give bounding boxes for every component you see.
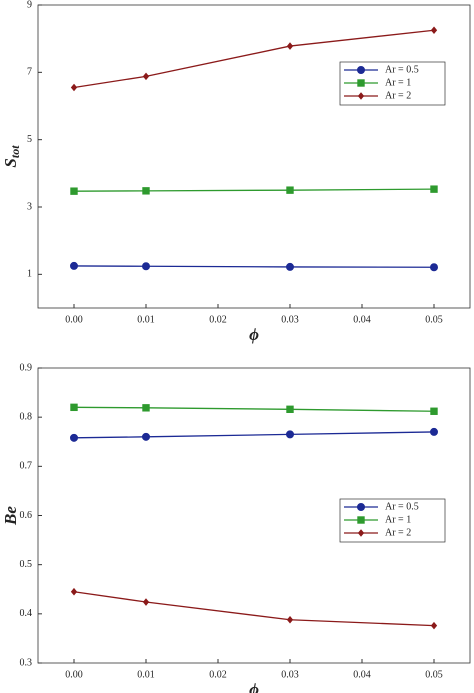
- legend-label: Ar = 1: [385, 77, 411, 88]
- legend-marker: [357, 503, 365, 511]
- marker: [286, 262, 294, 271]
- marker: [286, 615, 294, 624]
- y-tick-label: 7: [27, 67, 32, 78]
- x-axis-label: ϕ: [249, 325, 259, 344]
- x-tick-label: 0.05: [425, 669, 443, 680]
- legend-marker: [357, 529, 365, 537]
- y-axis-label: Be: [1, 506, 20, 526]
- x-tick-label: 0.04: [353, 669, 371, 680]
- marker: [70, 261, 78, 270]
- legend-marker: [357, 516, 365, 524]
- marker: [142, 262, 150, 271]
- y-axis-label-main: S: [1, 158, 20, 167]
- y-axis-label-subscript: tot: [8, 145, 22, 158]
- legend-label: Ar = 2: [385, 527, 411, 538]
- x-tick-label: 0.03: [281, 314, 299, 325]
- legend-label: Ar = 0.5: [385, 501, 419, 512]
- marker: [286, 186, 294, 194]
- y-axis-label: Stot: [1, 145, 22, 168]
- y-tick-label: 0.3: [20, 657, 33, 668]
- x-tick-label: 0.01: [137, 314, 155, 325]
- x-axis-label: ϕ: [249, 680, 259, 693]
- marker: [430, 621, 438, 630]
- marker: [430, 427, 438, 436]
- marker: [142, 404, 150, 412]
- y-tick-label: 0.9: [20, 362, 33, 373]
- x-tick-label: 0.05: [425, 314, 443, 325]
- marker: [70, 187, 78, 195]
- marker: [142, 432, 150, 441]
- marker: [430, 263, 438, 272]
- legend-label: Ar = 2: [385, 90, 411, 101]
- series-line: [73, 29, 435, 89]
- y-axis-label-main: Be: [1, 506, 20, 526]
- marker: [286, 430, 294, 439]
- series-line: [73, 431, 435, 439]
- x-tick-label: 0.04: [353, 314, 371, 325]
- marker: [142, 72, 150, 81]
- y-tick-label: 5: [27, 134, 32, 145]
- x-tick-label: 0.03: [281, 669, 299, 680]
- legend-marker: [357, 79, 365, 87]
- marker: [70, 403, 78, 412]
- x-tick-label: 0.01: [137, 669, 155, 680]
- x-tick-label: 0.02: [209, 669, 227, 680]
- y-tick-label: 0.6: [20, 510, 33, 521]
- legend-label: Ar = 0.5: [385, 64, 419, 75]
- y-tick-label: 9: [27, 0, 32, 10]
- chart: 1 3 5 7 9 0.00 0.01 0.02 0.03 0.04 0.05 ϕ Stot Ar = 0…: [1, 0, 471, 344]
- x-tick-label: 0.00: [65, 314, 83, 325]
- chart: 0.3 0.4 0.5 0.6 0.7 0.8 0.9 0.00 0.01 0.02 0.03 0.0…: [1, 362, 471, 693]
- marker: [286, 42, 294, 50]
- y-tick-label: 0.7: [20, 461, 33, 472]
- marker: [70, 433, 78, 442]
- marker: [142, 598, 150, 606]
- marker: [70, 83, 78, 92]
- y-tick-label: 1: [27, 269, 32, 280]
- series-line: [73, 406, 435, 412]
- marker: [286, 405, 294, 414]
- marker: [70, 587, 78, 596]
- marker: [430, 185, 438, 193]
- marker: [142, 187, 150, 195]
- y-tick-label: 0.4: [20, 608, 33, 619]
- y-tick-label: 3: [27, 201, 32, 212]
- marker: [430, 407, 438, 415]
- legend-marker: [357, 66, 365, 74]
- y-tick-label: 0.8: [20, 411, 33, 422]
- legend-marker: [357, 92, 365, 100]
- series-line: [73, 188, 435, 192]
- marker: [430, 26, 438, 35]
- x-tick-label: 0.02: [209, 314, 227, 325]
- series-line: [73, 591, 435, 627]
- plot-frame: [37, 4, 471, 309]
- y-tick-label: 0.5: [20, 559, 33, 570]
- series-line: [73, 265, 435, 268]
- legend-label: Ar = 1: [385, 514, 411, 525]
- x-tick-label: 0.00: [65, 669, 83, 680]
